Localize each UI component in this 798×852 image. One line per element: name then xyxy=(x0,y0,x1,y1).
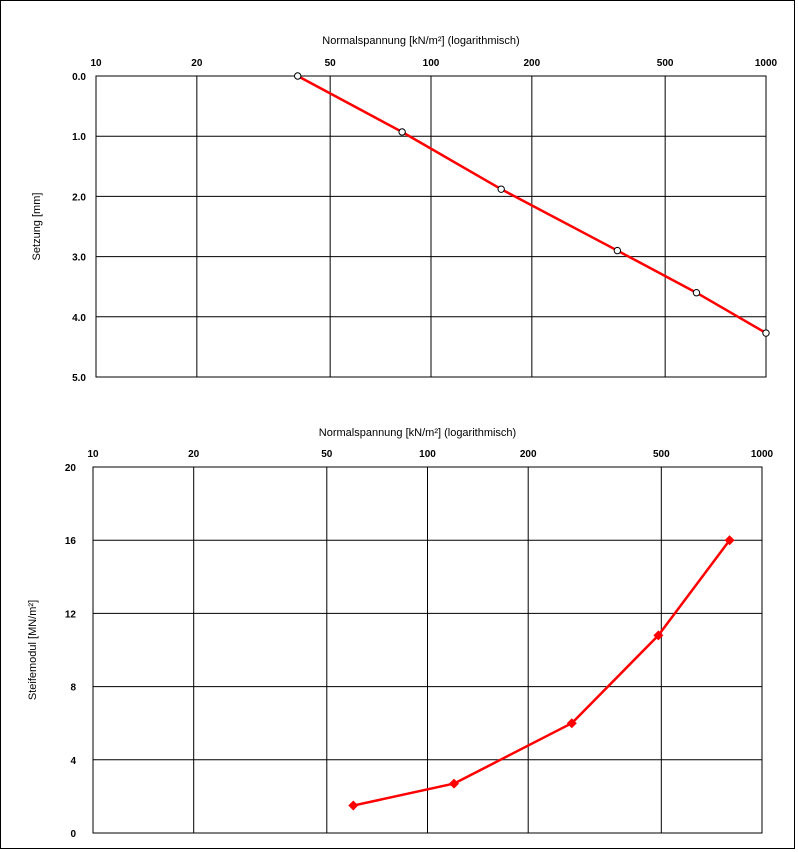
y-tick-label: 4.0 xyxy=(72,313,86,324)
data-point xyxy=(566,718,577,729)
y-tick-label: 8 xyxy=(70,683,76,694)
data-point xyxy=(448,778,459,789)
x-tick-label: 1000 xyxy=(751,449,774,460)
data-point xyxy=(348,800,359,811)
y-tick-label: 12 xyxy=(65,609,77,620)
chart-1: 10 20 50 100 200 500 1000 0.0 1.0 2.0 3.0 4.0 5.0 Nor… xyxy=(31,35,778,384)
series-line xyxy=(297,74,767,335)
x-tick-label: 20 xyxy=(191,58,203,69)
data-point xyxy=(653,630,664,641)
y-tick-label: 4 xyxy=(70,756,76,767)
x-axis-title: Normalspannung [kN/m²] (logarithmisch) xyxy=(319,427,516,439)
y-tick-label: 3.0 xyxy=(72,253,86,264)
data-point xyxy=(692,289,701,297)
y-axis-title: Steifemodul [MN/m²] xyxy=(27,600,39,700)
data-point xyxy=(497,185,505,193)
x-tick-label: 200 xyxy=(520,449,537,460)
chart-2: 10 20 50 100 200 500 1000 0 4 8 12 16 20 Normalspannu… xyxy=(27,427,774,840)
data-point xyxy=(293,72,302,80)
y-axis-title: Setzung [mm] xyxy=(31,193,43,261)
y-tick-label: 1.0 xyxy=(72,132,86,143)
data-point xyxy=(762,329,770,337)
data-point xyxy=(613,246,622,255)
data-point xyxy=(724,535,735,546)
y-tick-label: 0 xyxy=(70,829,76,840)
y-tick-label: 0.0 xyxy=(72,72,86,83)
x-tick-label: 50 xyxy=(321,449,333,460)
data-point xyxy=(398,128,406,136)
y-tick-label: 20 xyxy=(65,463,77,474)
x-tick-label: 10 xyxy=(87,449,99,460)
x-tick-label: 500 xyxy=(657,58,674,69)
series-line xyxy=(353,539,731,807)
x-tick-label: 50 xyxy=(325,58,337,69)
x-tick-label: 200 xyxy=(524,58,541,69)
x-tick-label: 1000 xyxy=(755,58,778,69)
x-tick-label: 100 xyxy=(423,58,440,69)
y-tick-label: 2.0 xyxy=(72,192,86,203)
x-tick-label: 10 xyxy=(90,58,102,69)
x-axis-title: Normalspannung [kN/m²] (logarithmisch) xyxy=(322,35,519,47)
y-tick-label: 16 xyxy=(65,536,77,547)
y-tick-label: 5.0 xyxy=(72,373,86,384)
x-tick-label: 500 xyxy=(653,449,670,460)
x-tick-label: 20 xyxy=(188,449,200,460)
x-tick-label: 100 xyxy=(419,449,436,460)
